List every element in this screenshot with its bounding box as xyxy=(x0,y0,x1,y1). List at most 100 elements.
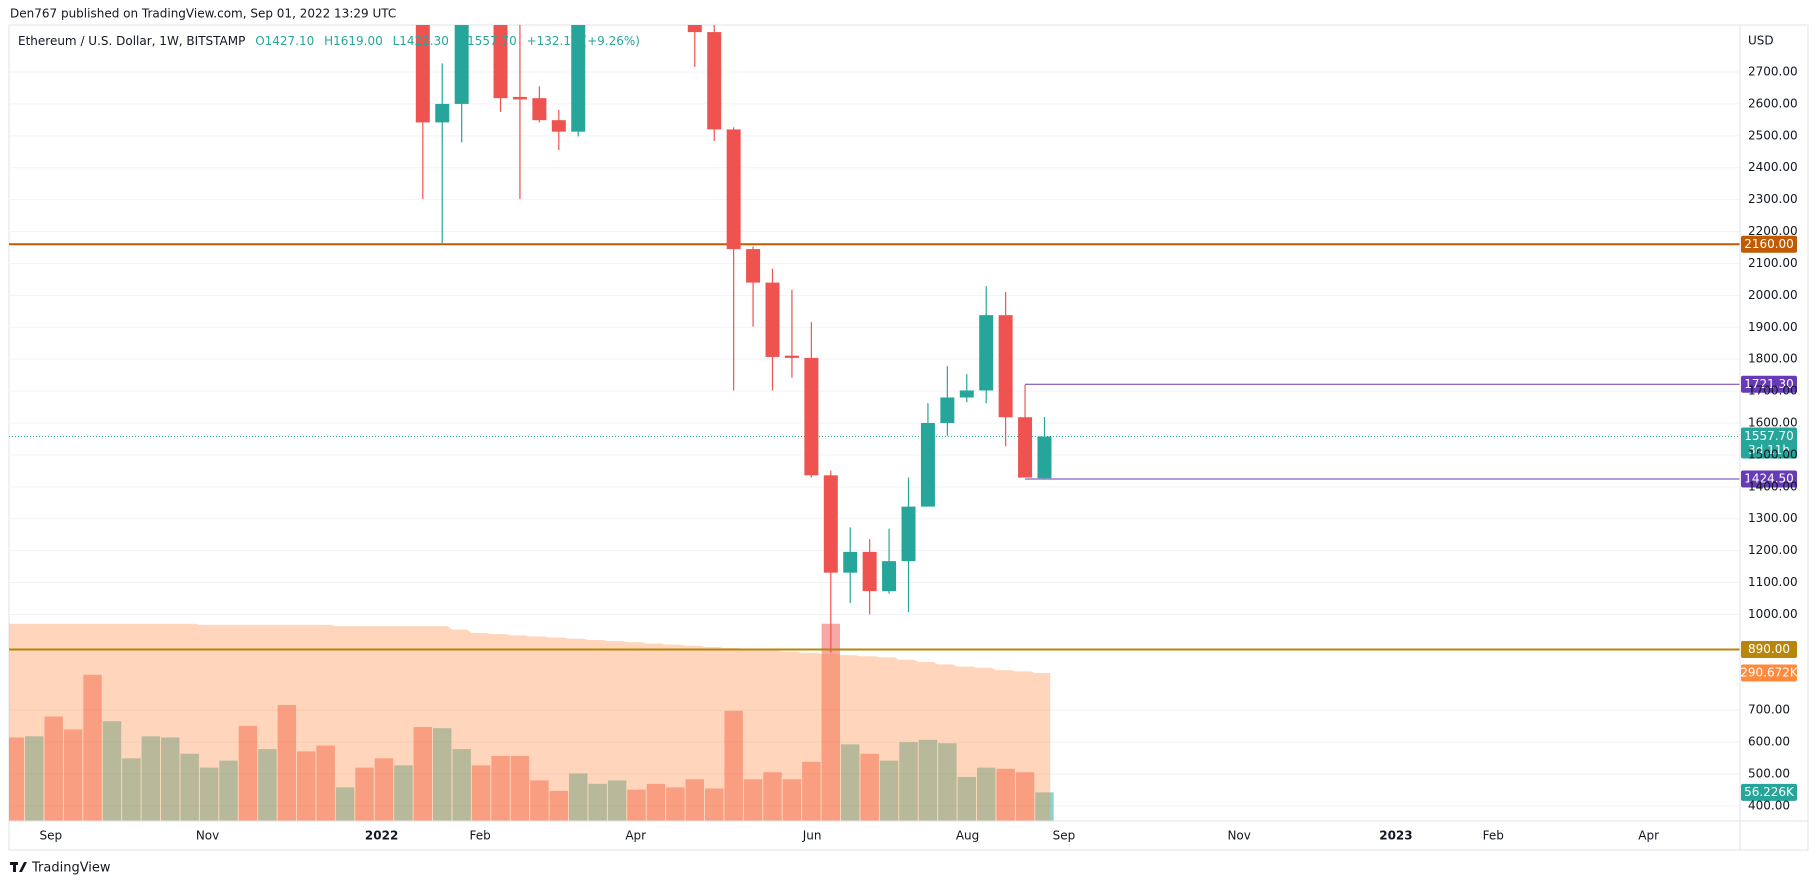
candle-body xyxy=(882,561,897,592)
candle-body xyxy=(512,96,527,100)
volume-bar xyxy=(724,710,743,821)
volume-bar xyxy=(938,743,957,821)
x-tick-label: 2023 xyxy=(1379,829,1412,843)
brand: TradingView xyxy=(31,861,111,876)
y-tick-label: 700.00 xyxy=(1748,703,1790,717)
candle-body xyxy=(707,32,722,130)
level-label: 2160.00 xyxy=(1744,237,1794,251)
volume-bar xyxy=(549,790,569,821)
grid xyxy=(9,71,1740,807)
volume-bar xyxy=(569,773,588,821)
y-tick-label: 2400.00 xyxy=(1748,160,1798,174)
candles xyxy=(415,25,1052,653)
candle-body xyxy=(1037,436,1052,479)
candle-body xyxy=(726,129,741,250)
volume-bar xyxy=(607,780,627,821)
level-label-box xyxy=(1741,641,1797,659)
y-tick-label: 2500.00 xyxy=(1748,128,1798,142)
change-text: +132.10 (+9.26%) xyxy=(527,34,640,48)
y-tick-label: 400.00 xyxy=(1748,798,1790,812)
volume-bar xyxy=(25,736,44,821)
candle-body xyxy=(979,315,994,391)
volume-bar xyxy=(763,772,782,821)
candle-body xyxy=(765,282,780,357)
volume-bar xyxy=(685,779,705,821)
symbol: Ethereum / U.S. Dollar, 1W, BITSTAMP xyxy=(18,34,245,48)
volume-bar xyxy=(9,737,25,821)
volume-bar xyxy=(297,751,316,821)
volume-bar xyxy=(316,745,335,821)
volume-bar xyxy=(588,783,607,821)
volume-ma-label: 290.672K xyxy=(1740,666,1799,680)
x-tick-label: 2022 xyxy=(365,829,398,843)
low-text: L1422.30 xyxy=(393,34,449,48)
candle-body xyxy=(998,315,1013,418)
volume-bar xyxy=(413,726,433,821)
axis-labels: Sep Nov 2022 Feb Apr Jun Aug Sep Nov 2023 Feb Apr 40… xyxy=(39,65,1797,843)
volume-bar xyxy=(83,674,102,821)
volume-bar xyxy=(666,787,685,821)
candle-body xyxy=(435,103,450,123)
candle-body xyxy=(784,355,799,358)
y-tick-label: 500.00 xyxy=(1748,766,1790,780)
y-tick-label: 1300.00 xyxy=(1748,511,1798,525)
volume-bar xyxy=(238,725,258,821)
candle-body xyxy=(920,423,935,507)
volume-bar xyxy=(743,779,763,821)
volume-bar xyxy=(705,788,724,821)
volume-bar xyxy=(860,753,879,821)
chart-frame xyxy=(8,24,1809,851)
volume-bar xyxy=(491,756,510,821)
y-tick-label: 2200.00 xyxy=(1748,224,1798,238)
volume-bar xyxy=(122,758,141,821)
publisher: Den767 published on TradingView.com, Sep… xyxy=(10,7,396,21)
volume-bar xyxy=(102,721,122,821)
x-tick-label: Jun xyxy=(802,829,822,843)
volume-bar xyxy=(996,768,1015,821)
volume-bar xyxy=(841,744,860,821)
volume-bar xyxy=(63,729,83,821)
candle-body xyxy=(551,120,566,132)
volume-bar xyxy=(355,767,374,821)
candle-body xyxy=(1018,417,1033,478)
y-tick-label: 600.00 xyxy=(1748,735,1790,749)
volume-bar xyxy=(957,776,976,821)
volume-bar xyxy=(199,767,219,821)
level-label: 890.00 xyxy=(1748,642,1790,656)
y-tick-label: 1400.00 xyxy=(1748,479,1798,493)
open-text: O1427.10 xyxy=(255,34,314,48)
volume-bar xyxy=(821,623,841,821)
level-label-box xyxy=(1741,235,1797,253)
candle-body xyxy=(746,249,761,283)
volume-bar xyxy=(879,760,899,821)
candle-body xyxy=(901,506,916,562)
volume-bar xyxy=(141,736,161,821)
y-tick-label: 2300.00 xyxy=(1748,192,1798,206)
y-tick-label: 1800.00 xyxy=(1748,352,1798,366)
volume-bar xyxy=(471,765,491,821)
y-tick-label: 1900.00 xyxy=(1748,320,1798,334)
y-tick-label: 1500.00 xyxy=(1748,447,1798,461)
volume-ma-label-box xyxy=(1741,664,1797,682)
candle-body xyxy=(454,25,469,104)
volume-bar xyxy=(510,756,530,821)
volume-bar xyxy=(258,749,277,821)
volume-bar xyxy=(627,789,646,821)
y-tick-label: 1200.00 xyxy=(1748,543,1798,557)
y-tick-label: 2100.00 xyxy=(1748,256,1798,270)
candle-body xyxy=(862,551,877,592)
volume-bar xyxy=(433,728,452,821)
candle-body xyxy=(532,98,547,121)
volume-bar xyxy=(219,760,238,821)
volume-bar xyxy=(1035,792,1054,821)
level-label: 1721.30 xyxy=(1744,377,1794,391)
y-tick-label: 1000.00 xyxy=(1748,607,1798,621)
volume-bar xyxy=(976,767,996,821)
y-tick-label: 2700.00 xyxy=(1748,65,1798,79)
level-label-box xyxy=(1741,375,1797,393)
level-lines xyxy=(9,243,1740,651)
candle-body xyxy=(823,475,838,573)
volume-bar xyxy=(452,749,471,821)
x-tick-label: Apr xyxy=(625,829,646,843)
